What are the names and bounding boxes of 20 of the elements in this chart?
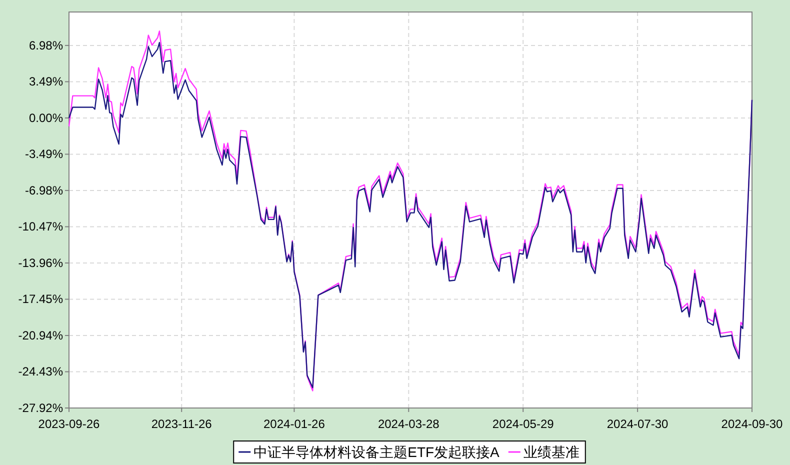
y-tick-label: -24.43% <box>18 364 64 379</box>
y-tick-label: -20.94% <box>18 328 64 342</box>
y-tick-label: -27.92% <box>18 401 64 415</box>
x-tick-label: 2024-05-29 <box>492 417 554 431</box>
y-tick-label: 0.00% <box>28 110 64 125</box>
y-tick-label: -17.45% <box>18 292 64 306</box>
y-tick-label: -6.98% <box>24 183 64 198</box>
y-tick-label: 6.98% <box>28 38 64 52</box>
legend-label: 中证半导体材料设备主题ETF发起联接A <box>254 444 500 460</box>
y-tick-label: 3.49% <box>28 74 64 89</box>
x-tick-label: 2023-11-26 <box>151 417 212 431</box>
y-tick-label: -3.49% <box>24 147 64 162</box>
x-tick-label: 2024-07-30 <box>606 417 669 431</box>
y-tick-label: -13.96% <box>18 256 64 270</box>
y-tick-label: -10.47% <box>18 220 64 234</box>
x-tick-label: 2024-09-30 <box>721 417 784 431</box>
legend-label: 业绩基准 <box>523 444 580 460</box>
x-tick-label: 2024-03-28 <box>378 417 440 431</box>
x-tick-label: 2024-01-26 <box>264 417 326 431</box>
x-tick-label: 2023-09-26 <box>38 417 100 431</box>
